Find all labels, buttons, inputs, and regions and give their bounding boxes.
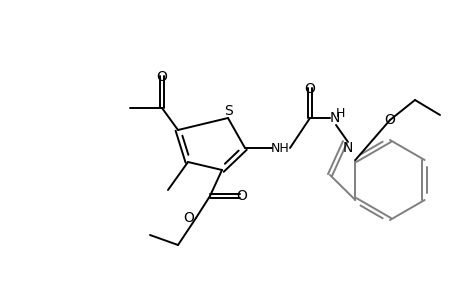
Text: O: O [384,113,395,127]
Text: N: N [329,111,340,125]
Text: O: O [156,70,167,84]
Text: S: S [224,104,233,118]
Text: H: H [335,106,344,119]
Text: O: O [304,82,315,96]
Text: NH: NH [270,142,289,154]
Text: O: O [183,211,194,225]
Text: N: N [342,141,353,155]
Text: O: O [236,189,247,203]
